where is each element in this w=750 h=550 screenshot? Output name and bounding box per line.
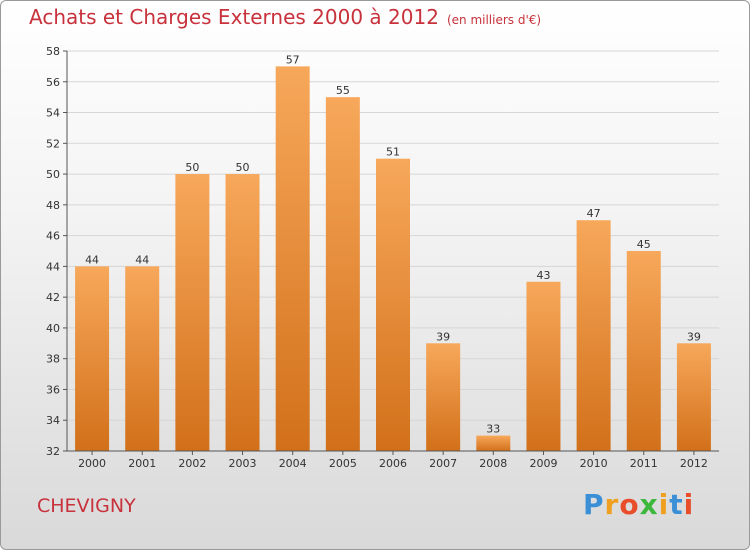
y-tick-label: 40 (46, 322, 60, 335)
x-tick-label: 2006 (379, 457, 407, 470)
data-label: 39 (687, 330, 701, 343)
logo-letter: t (669, 488, 684, 521)
logo-letter: r (604, 488, 620, 521)
bar (476, 435, 511, 451)
bar (626, 251, 661, 451)
bar (576, 220, 611, 451)
y-tick-label: 52 (46, 137, 60, 150)
title-text: Achats et Charges Externes 2000 à 2012 (29, 5, 439, 29)
x-tick-label: 2011 (630, 457, 658, 470)
data-label: 44 (135, 253, 149, 266)
data-label: 55 (336, 84, 350, 97)
data-label: 51 (386, 146, 400, 159)
y-tick-label: 32 (46, 445, 60, 458)
y-tick-label: 34 (46, 414, 60, 427)
bar (325, 97, 360, 452)
y-tick-label: 54 (46, 107, 60, 120)
y-tick-label: 56 (46, 76, 60, 89)
x-tick-label: 2004 (279, 457, 307, 470)
y-tick-label: 48 (46, 199, 60, 212)
x-tick-label: 2010 (580, 457, 608, 470)
x-tick-label: 2001 (128, 457, 156, 470)
commune-name: CHEVIGNY (37, 495, 136, 517)
value-labels: 44 44 50 50 57 55 51 39 33 43 47 45 39 (85, 53, 701, 435)
x-tick-label: 2009 (529, 457, 557, 470)
bar (75, 266, 110, 451)
x-tick-label: 2008 (479, 457, 507, 470)
bar (175, 174, 210, 452)
bar (376, 158, 410, 451)
chart-title: Achats et Charges Externes 2000 à 2012 (e… (29, 5, 541, 29)
y-tick-label: 50 (46, 168, 60, 181)
bar (275, 66, 310, 451)
data-label: 47 (587, 207, 601, 220)
title-unit: (en milliers d'€) (446, 13, 542, 27)
data-label: 57 (286, 53, 300, 66)
data-label: 50 (236, 161, 250, 174)
data-label: 39 (436, 330, 450, 343)
data-label: 44 (85, 253, 99, 266)
bar (125, 266, 160, 451)
logo-letter: i (683, 488, 695, 521)
logo-letter: i (658, 488, 670, 521)
x-tick-label: 2003 (229, 457, 257, 470)
data-label: 43 (536, 269, 550, 282)
x-tick-label: 2000 (78, 457, 106, 470)
y-tick-label: 42 (46, 291, 60, 304)
x-tick-label: 2007 (429, 457, 457, 470)
y-tick-label: 44 (46, 260, 60, 273)
bar (676, 343, 711, 451)
axes: 32 34 36 38 40 42 44 46 48 50 52 54 56 58 2000 2001 2002… (46, 45, 719, 470)
bar (225, 174, 260, 452)
y-tick-label: 38 (46, 353, 60, 366)
data-label: 50 (185, 161, 199, 174)
bars (75, 66, 711, 452)
logo-letter: P (583, 488, 605, 521)
data-label: 33 (486, 423, 500, 436)
y-tick-label: 36 (46, 383, 60, 396)
y-tick-label: 46 (46, 230, 60, 243)
logo-letter: x (639, 488, 659, 521)
y-tick-label: 58 (46, 45, 60, 58)
x-tick-label: 2005 (329, 457, 357, 470)
logo-letter: o (619, 488, 640, 521)
bar (426, 343, 461, 451)
x-tick-label: 2012 (680, 457, 708, 470)
x-tick-label: 2002 (178, 457, 206, 470)
bar (526, 281, 561, 451)
data-label: 45 (637, 238, 651, 251)
proxiti-logo: Proxiti (583, 488, 694, 521)
